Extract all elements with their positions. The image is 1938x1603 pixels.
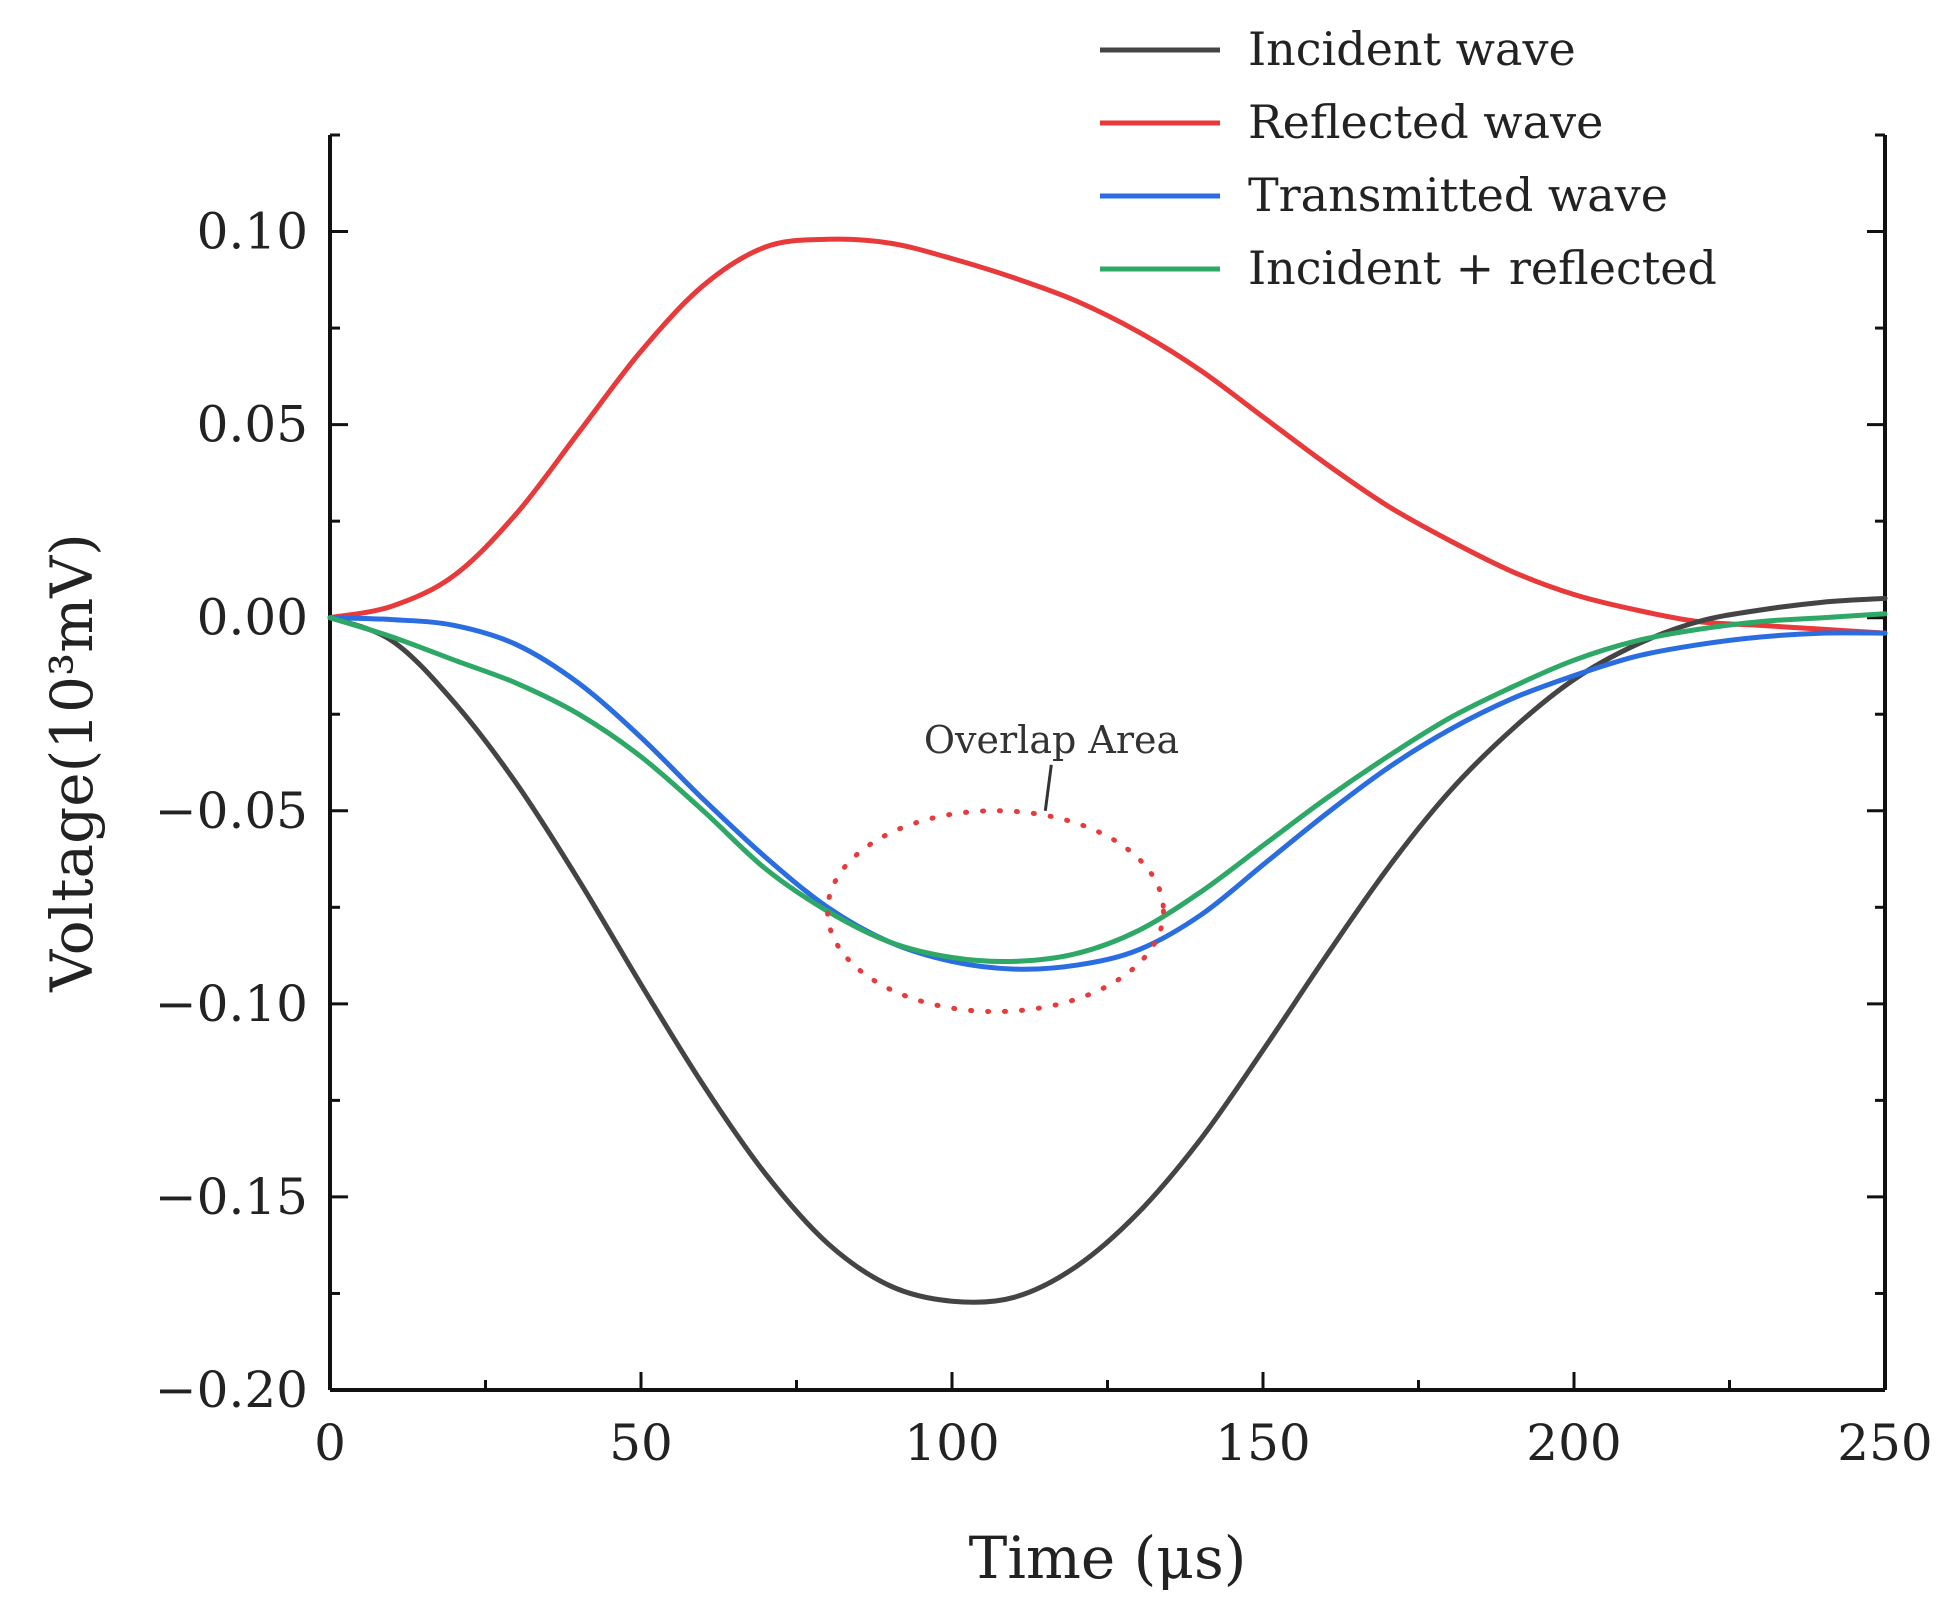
legend-label: Incident wave: [1248, 22, 1576, 76]
overlap-annotation: Overlap Area: [825, 718, 1179, 1015]
axes-frame: [328, 135, 1887, 1392]
series-line-transmitted-wave: [327, 615, 1888, 972]
y-tick-label: 0.00: [197, 589, 308, 647]
y-tick-label: −0.15: [155, 1168, 308, 1226]
x-tick-label: 100: [904, 1414, 999, 1472]
y-tick-label: 0.10: [197, 203, 308, 261]
x-tick-label: 50: [609, 1414, 673, 1472]
overlap-label: Overlap Area: [924, 718, 1179, 762]
y-tick-label: 0.05: [197, 396, 308, 454]
y-axis-title: Voltage(10³mV): [38, 533, 106, 993]
series-line-incident-reflected: [327, 611, 1888, 965]
legend-label: Transmitted wave: [1248, 168, 1668, 222]
y-axis-ticks: −0.20 −0.15 −0.10 −0.05 0.00 0.05 0.10: [155, 133, 1885, 1419]
overlap-leader-line: [1043, 764, 1053, 811]
series-group: [327, 236, 1888, 1305]
x-tick-label: 200: [1526, 1414, 1621, 1472]
legend-label: Incident + reflected: [1248, 241, 1717, 295]
legend: Incident wave Reflected wave Transmitted w…: [1100, 22, 1717, 295]
x-tick-label: 0: [314, 1414, 346, 1472]
x-tick-label: 150: [1215, 1414, 1310, 1472]
overlap-ellipse: [825, 808, 1166, 1015]
x-axis-ticks: 0 50 100 150 200 250: [314, 1372, 1933, 1472]
y-tick-label: −0.05: [155, 782, 308, 840]
x-axis-title: Time (μs): [969, 1524, 1247, 1592]
y-tick-label: −0.20: [155, 1361, 308, 1419]
legend-label: Reflected wave: [1248, 95, 1603, 149]
x-tick-label: 250: [1837, 1414, 1932, 1472]
series-line-reflected-wave: [327, 236, 1888, 636]
y-tick-label: −0.10: [155, 975, 308, 1033]
